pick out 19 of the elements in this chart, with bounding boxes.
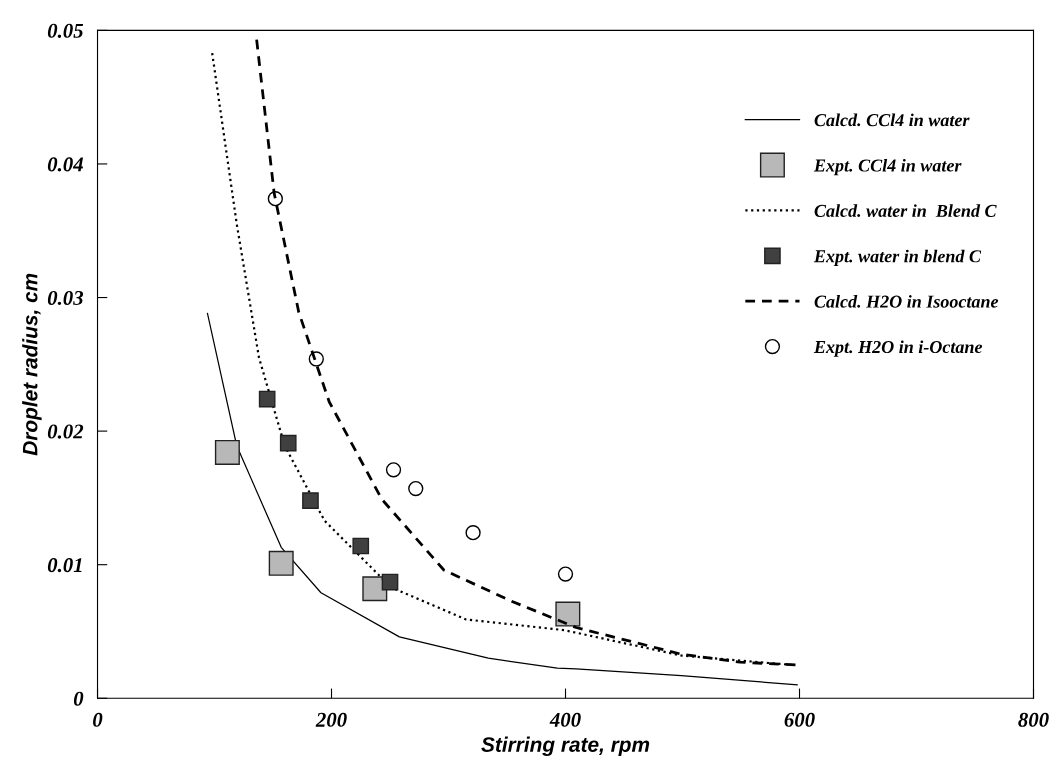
x-tick-label: 200	[315, 712, 347, 727]
y-axis-title: Droplet radius, cm	[22, 273, 42, 456]
x-tick-label: 600	[784, 712, 815, 727]
x-tick-label: 0	[93, 712, 103, 727]
legend-label: Calcd. H2O in Isooctane	[814, 295, 999, 308]
legend-label: Expt. water in blend C	[813, 249, 982, 267]
x-tick-label: 400	[549, 712, 581, 727]
legend-label: Expt. H2O in i-Octane	[813, 340, 983, 357]
legend-label: Calcd. CCl4 in water	[814, 113, 970, 127]
y-tick-label: 0.05	[47, 23, 84, 38]
y-tick-label: 0.01	[47, 558, 82, 573]
y-tick-label: 0	[73, 691, 84, 706]
y-tick-label: 0.03	[47, 290, 84, 306]
x-axis-title: Stirring rate, rpm	[481, 736, 650, 757]
x-tick-label: 800	[1018, 712, 1049, 727]
legend-label: Calcd. water in Blend C	[814, 204, 997, 218]
y-tick-label: 0.04	[47, 157, 83, 172]
legend-label: Expt. CCl4 in water	[813, 158, 962, 176]
y-tick-label: 0.02	[47, 424, 84, 439]
